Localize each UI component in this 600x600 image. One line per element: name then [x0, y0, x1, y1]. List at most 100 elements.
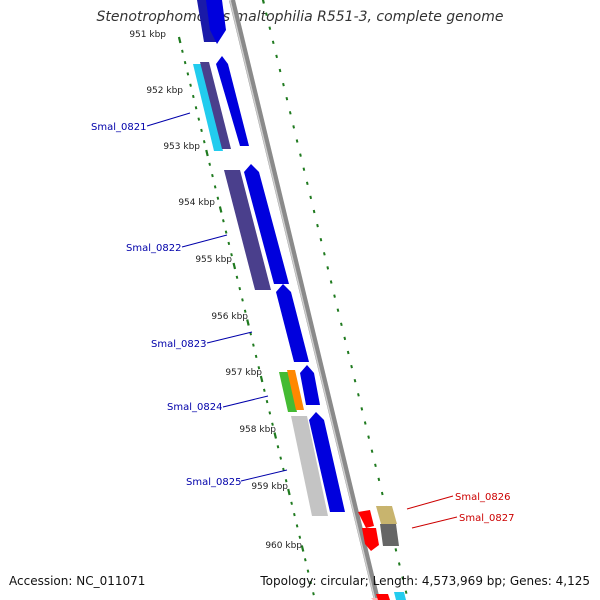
tick-outer — [370, 449, 374, 453]
tick-inner — [189, 83, 192, 87]
tick-inner — [218, 206, 223, 213]
tick-outer — [357, 393, 360, 397]
gene-label-smal-0824[interactable]: Smal_0824 — [167, 402, 222, 413]
tick-inner — [241, 298, 244, 302]
genome-backbone-highlight — [229, 0, 376, 600]
tick-inner — [230, 253, 233, 257]
cog-feature-0825 — [291, 416, 328, 516]
tick-inner — [200, 128, 203, 133]
tick-outer — [397, 562, 401, 566]
tick-outer — [333, 294, 336, 298]
tick-inner — [197, 117, 201, 121]
tick-outer — [380, 491, 384, 496]
tick-inner — [306, 569, 310, 573]
ruler-label-955: 955 kbp — [195, 255, 232, 265]
tick-outer — [312, 209, 316, 214]
tick-outer — [299, 153, 302, 157]
cog-feature-0821-cyan — [193, 64, 223, 151]
tick-inner — [227, 241, 231, 246]
tick-inner — [208, 162, 212, 166]
tick-outer — [285, 96, 289, 101]
tick-inner — [284, 479, 288, 483]
tick-inner — [268, 411, 272, 415]
tick-outer — [261, 0, 265, 4]
tick-inner — [216, 196, 220, 200]
genome-backbone — [229, 0, 380, 600]
tick-inner — [177, 36, 182, 44]
tick-outer — [326, 266, 330, 270]
tick-inner — [254, 354, 258, 359]
tick-outer — [377, 477, 381, 482]
tick-outer — [374, 463, 377, 468]
cds-arrow-bottom — [376, 594, 390, 600]
tick-inner — [181, 49, 184, 53]
cds-arrow-0824 — [300, 365, 320, 405]
tick-inner — [222, 219, 225, 223]
tick-inner — [238, 286, 242, 291]
ruler-labels: 951 kbp 952 kbp 953 kbp 954 kbp 955 kbp … — [129, 30, 302, 551]
callout-line-0822 — [181, 234, 228, 248]
tick-outer — [282, 82, 285, 87]
ruler-label-960: 960 kbp — [265, 541, 302, 551]
ruler-label-958: 958 kbp — [239, 425, 276, 435]
tick-outer — [275, 54, 278, 59]
tick-inner — [309, 580, 313, 585]
tick-inner — [298, 535, 302, 539]
gene-label-smal-0826[interactable]: Smal_0826 — [455, 492, 510, 503]
tick-inner — [194, 106, 198, 110]
gene-labels: Smal_0821 Smal_0822 Smal_0823 Smal_0824 … — [91, 122, 514, 524]
ruler-label-956: 956 kbp — [211, 312, 248, 322]
tick-outer — [323, 252, 326, 256]
tick-outer — [394, 548, 398, 552]
gene-label-smal-0827[interactable]: Smal_0827 — [459, 513, 514, 524]
ruler-label-951: 951 kbp — [129, 30, 166, 40]
tick-outer — [309, 195, 313, 200]
cog-feature-0822 — [224, 170, 271, 290]
tick-outer — [329, 280, 333, 284]
tick-inner — [276, 445, 280, 449]
gene-label-smal-0821[interactable]: Smal_0821 — [91, 122, 146, 133]
tick-inner — [295, 524, 299, 528]
callout-line-0826 — [406, 495, 454, 510]
tick-inner — [224, 230, 228, 234]
tick-inner — [263, 388, 266, 392]
tick-outer — [404, 590, 408, 594]
tick-inner — [235, 275, 239, 279]
ruler-label-952: 952 kbp — [146, 86, 183, 96]
tick-inner — [273, 432, 278, 439]
callout-line-0824 — [222, 395, 269, 408]
cds-arrow-0823 — [276, 284, 309, 362]
tick-inner — [293, 512, 296, 517]
genome-title: Stenotrophomonas maltophilia R551-3, com… — [96, 9, 504, 25]
ruler-label-959: 959 kbp — [251, 482, 288, 492]
tick-inner — [312, 592, 315, 596]
tick-inner — [252, 343, 255, 347]
cds-arrow-0825 — [309, 412, 345, 512]
tick-outer — [265, 12, 268, 16]
gene-label-smal-0825[interactable]: Smal_0825 — [186, 477, 241, 488]
tick-outer — [305, 181, 309, 186]
tick-outer — [343, 336, 347, 341]
ruler-label-953: 953 kbp — [163, 142, 200, 152]
tick-inner — [192, 94, 195, 99]
tick-inner — [290, 501, 293, 505]
tick-outer — [295, 139, 299, 143]
tick-inner — [279, 456, 283, 460]
tick-inner — [205, 149, 209, 157]
tick-outer — [271, 40, 275, 45]
gene-label-smal-0823[interactable]: Smal_0823 — [151, 339, 206, 350]
cds-arrow-0827 — [362, 528, 379, 551]
callout-line-0823 — [206, 331, 253, 344]
tick-outer — [363, 421, 367, 425]
callout-line-0825 — [240, 469, 288, 482]
cds-arrow-0822 — [244, 164, 289, 284]
cds-arrow-top — [206, 0, 226, 44]
gene-label-smal-0822[interactable]: Smal_0822 — [126, 243, 181, 254]
tick-marks — [177, 0, 408, 596]
tick-inner — [213, 185, 217, 189]
tick-outer — [336, 308, 340, 312]
gene-callout-lines — [146, 112, 458, 529]
tick-outer — [292, 125, 296, 129]
cog-feature-0826 — [376, 506, 397, 524]
